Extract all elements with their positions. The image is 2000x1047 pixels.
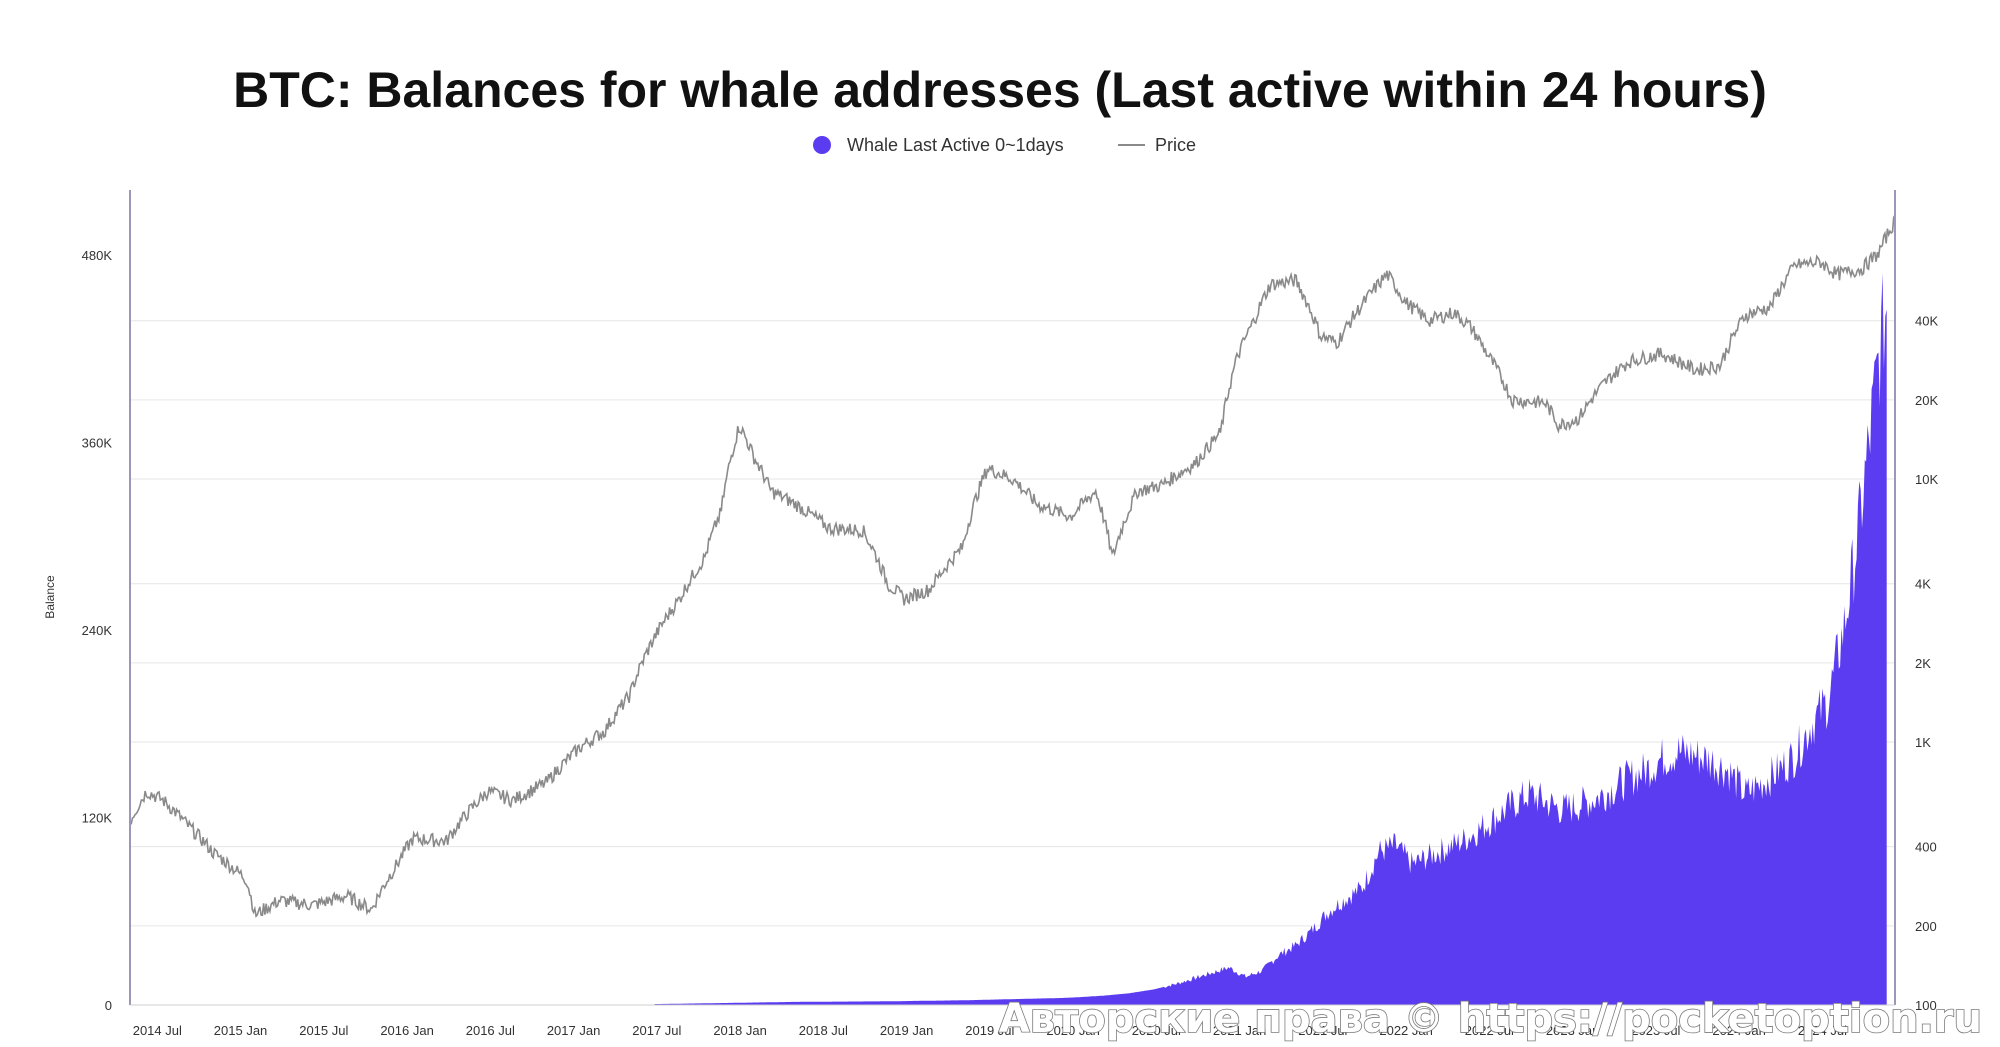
x-tick-label: 2024 Jul [1798, 1023, 1847, 1038]
x-tick-label: 2021 Jul [1298, 1023, 1347, 1038]
y-tick-label: 240K [82, 623, 113, 638]
x-tick-label: 2016 Jul [466, 1023, 515, 1038]
legend-label-price: Price [1155, 135, 1196, 155]
x-tick-label: 2017 Jul [632, 1023, 681, 1038]
x-tick-label: 2016 Jan [380, 1023, 434, 1038]
y2-tick-label: 4K [1915, 577, 1931, 592]
price-line [129, 214, 1896, 919]
y2-tick-label: 400 [1915, 840, 1937, 855]
y-tick-label: 360K [82, 436, 113, 451]
copyright-watermark: Авторские права © https://pocketoption.r… [999, 996, 1982, 1042]
x-tick-label: 2018 Jan [713, 1023, 767, 1038]
x-tick-label: 2021 Jan [1213, 1023, 1267, 1038]
left-axis-ticks: 0 120K 240K 360K 480K [82, 248, 113, 1013]
x-tick-label: 2020 Jan [1046, 1023, 1100, 1038]
x-tick-label: 2022 Jul [1465, 1023, 1514, 1038]
chart-title: BTC: Balances for whale addresses (Last … [233, 62, 1767, 118]
y2-tick-label: 200 [1915, 919, 1937, 934]
legend-label-whale: Whale Last Active 0~1days [847, 135, 1064, 155]
x-tick-label: 2020 Jul [1132, 1023, 1181, 1038]
legend-swatch-whale [813, 136, 831, 154]
y-axis-label: Balance [43, 575, 57, 619]
x-tick-label: 2018 Jul [799, 1023, 848, 1038]
x-tick-label: 2023 Jan [1546, 1023, 1600, 1038]
legend: Whale Last Active 0~1days Price [813, 135, 1196, 155]
x-tick-label: 2017 Jan [547, 1023, 601, 1038]
y2-tick-label: 10K [1915, 472, 1938, 487]
whale-balance-area [654, 273, 1887, 1005]
x-tick-label: 2019 Jul [965, 1023, 1014, 1038]
y2-tick-label: 20K [1915, 393, 1938, 408]
y-tick-label: 0 [105, 998, 112, 1013]
y2-tick-label: 100 [1915, 998, 1937, 1013]
y2-tick-label: 1K [1915, 735, 1931, 750]
x-tick-label: 2015 Jan [214, 1023, 268, 1038]
x-tick-label: 2024 Jan [1712, 1023, 1766, 1038]
y-tick-label: 480K [82, 248, 113, 263]
x-tick-label: 2015 Jul [299, 1023, 348, 1038]
x-tick-label: 2023 Jul [1631, 1023, 1680, 1038]
x-tick-label: 2014 Jul [133, 1023, 182, 1038]
x-tick-label: 2022 Jan [1379, 1023, 1433, 1038]
y-tick-label: 120K [82, 811, 113, 826]
right-axis-ticks: 100 200 400 1K 2K 4K 10K 20K 40K [1915, 314, 1938, 1013]
x-axis-ticks: 2014 Jul 2015 Jan 2015 Jul 2016 Jan 2016 Jul… [133, 1023, 1847, 1038]
y2-tick-label: 40K [1915, 314, 1938, 329]
y2-tick-label: 2K [1915, 656, 1931, 671]
x-tick-label: 2019 Jan [880, 1023, 934, 1038]
